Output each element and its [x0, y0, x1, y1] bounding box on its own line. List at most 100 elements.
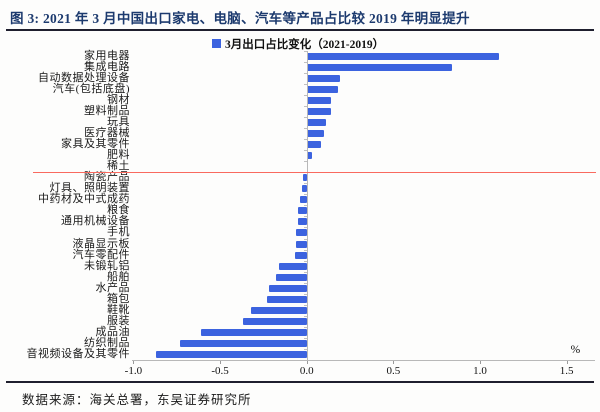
category-label: 玩具 — [107, 115, 130, 128]
bar — [275, 273, 307, 281]
bottom-divider — [6, 381, 594, 384]
bar — [299, 196, 307, 204]
category-label: 塑料制品 — [84, 104, 130, 117]
category-label: 粮食 — [107, 204, 130, 217]
category-axis-tick — [303, 183, 307, 185]
x-axis-tick — [393, 361, 395, 364]
category-axis-tick — [303, 161, 307, 163]
category-label: 箱包 — [107, 292, 130, 305]
category-label: 服装 — [107, 314, 130, 327]
bar — [200, 329, 307, 337]
category-axis-tick — [303, 116, 307, 118]
bar — [251, 306, 307, 314]
bar — [303, 174, 307, 182]
bar — [294, 251, 307, 259]
legend-swatch-icon — [212, 39, 221, 48]
category-axis-tick — [303, 72, 307, 74]
bar — [306, 85, 338, 93]
category-axis-tick — [303, 327, 307, 328]
figure-title: 图 3: 2021 年 3 月中国出口家电、电脑、汽车等产品占比较 2019 年… — [10, 11, 470, 26]
category-axis-tick — [303, 282, 307, 284]
category-axis-tick — [303, 227, 307, 229]
category-label: 家具及其零件 — [61, 138, 130, 150]
bar — [306, 141, 321, 148]
category-label: 液晶显示板 — [72, 237, 130, 250]
x-axis-tick-label: 0.5 — [386, 365, 401, 377]
bar — [306, 118, 326, 126]
bar — [306, 129, 325, 137]
category-label: 医疗器械 — [84, 126, 130, 139]
bar — [242, 317, 307, 325]
category-label: 稀土 — [107, 160, 130, 173]
x-axis-tick — [480, 361, 481, 364]
category-axis-tick — [303, 304, 307, 306]
category-axis-tick — [303, 150, 307, 152]
category-axis-tick — [303, 338, 307, 340]
category-label: 水产品 — [95, 281, 130, 294]
bar — [278, 262, 307, 270]
axis-unit-label: % — [570, 344, 581, 356]
x-axis-tick-label: 1.5 — [559, 365, 574, 377]
category-axis-tick — [303, 105, 307, 107]
bar — [301, 185, 307, 193]
x-axis-tick — [133, 361, 135, 364]
x-axis-line — [132, 360, 595, 361]
category-label: 鞋靴 — [107, 303, 130, 316]
bar — [296, 240, 307, 248]
category-label: 汽车零配件 — [72, 248, 130, 261]
bar — [266, 295, 307, 303]
red-separator-line — [33, 171, 596, 174]
bar — [306, 52, 500, 60]
bar — [298, 207, 307, 215]
category-label: 通用机械设备 — [61, 215, 130, 228]
category-axis-tick — [303, 349, 307, 351]
bar — [306, 152, 312, 160]
category-axis-tick — [303, 205, 307, 207]
category-label: 中药材及中式成药 — [38, 193, 130, 206]
category-label: 成品油 — [95, 326, 130, 339]
data-source-note: 数据来源：海关总署，东吴证券研究所 — [22, 393, 252, 407]
category-axis-tick — [303, 249, 307, 251]
category-label: 集成电路 — [84, 60, 130, 73]
category-axis-tick — [303, 293, 307, 295]
category-label: 肥料 — [107, 149, 130, 162]
x-axis-tick-label: 0.0 — [299, 365, 314, 377]
x-axis-tick-label: -1.0 — [124, 365, 143, 377]
title-divider — [6, 29, 594, 32]
category-axis-tick — [303, 260, 307, 262]
category-axis-tick — [303, 61, 307, 63]
bar — [306, 107, 331, 115]
bar — [306, 63, 453, 71]
x-axis-tick-label: -0.5 — [211, 365, 229, 377]
x-axis-tick — [306, 361, 308, 364]
bar — [155, 351, 307, 359]
category-axis-tick — [303, 127, 307, 129]
chart-legend: 3月出口占比变化（2021-2019） — [212, 37, 384, 51]
category-label: 陶瓷产品 — [84, 171, 130, 184]
category-axis-tick — [303, 315, 307, 317]
x-axis-tick — [220, 361, 222, 364]
bar — [296, 229, 307, 237]
category-axis-tick — [303, 138, 307, 140]
category-label: 手机 — [107, 226, 130, 239]
category-label: 未锻轧铝 — [84, 259, 130, 272]
category-label: 船舶 — [107, 270, 130, 283]
bar — [268, 284, 307, 292]
category-label: 灯具、照明装置 — [49, 182, 130, 195]
category-label: 纺织制品 — [84, 337, 130, 350]
x-axis-tick-label: 1.0 — [473, 365, 487, 377]
category-axis-tick — [303, 94, 307, 96]
category-axis-tick — [303, 216, 307, 218]
category-axis-tick — [303, 194, 307, 196]
category-axis-tick — [303, 50, 307, 52]
category-axis-tick — [303, 271, 307, 273]
category-axis-tick — [303, 83, 307, 85]
zero-axis-line — [306, 50, 308, 360]
category-label: 汽车(包括底盘) — [52, 82, 130, 95]
category-label: 钢材 — [107, 93, 130, 106]
bar — [306, 96, 331, 104]
bar — [306, 74, 340, 82]
category-axis-tick — [303, 238, 307, 240]
bar — [180, 340, 307, 348]
